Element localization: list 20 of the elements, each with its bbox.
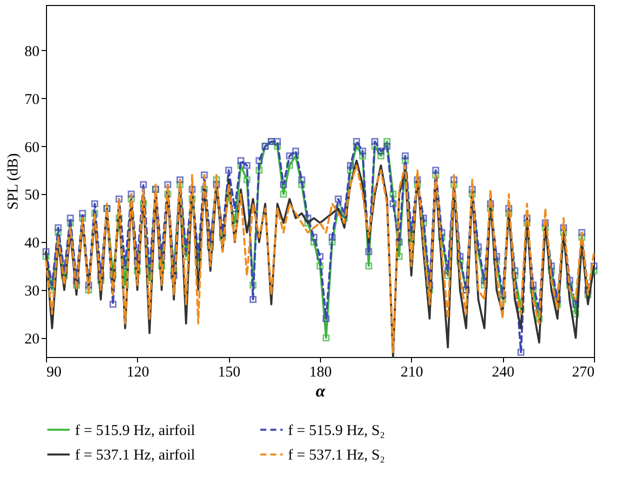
y-tick-label: 70 [24,92,40,108]
y-tick-label: 20 [24,331,40,348]
legend-label: f = 537.1 Hz, S₂ [288,448,386,464]
legend-label: f = 515.9 Hz, S₂ [288,422,386,439]
x-tick-label: 120 [126,364,150,380]
y-axis-title: SPL (dB) [6,153,22,210]
y-tick-label: 80 [24,44,40,60]
x-tick-label: 240 [492,364,514,380]
x-tick-label: 150 [218,364,240,380]
legend-label: f = 515.9 Hz, airfoil [75,422,196,439]
x-tick-label: 210 [400,364,424,380]
y-tick-label: 30 [24,283,40,300]
x-tick-label: 270 [572,364,594,380]
y-tick-label: 50 [24,188,40,204]
y-tick-label: 40 [24,236,40,252]
x-tick-label: 90 [46,364,62,380]
x-tick-label: 180 [309,364,332,380]
legend-label: f = 537.1 Hz, airfoil [75,448,196,464]
y-tick-label: 60 [24,140,40,156]
x-axis-title: α [316,382,326,400]
